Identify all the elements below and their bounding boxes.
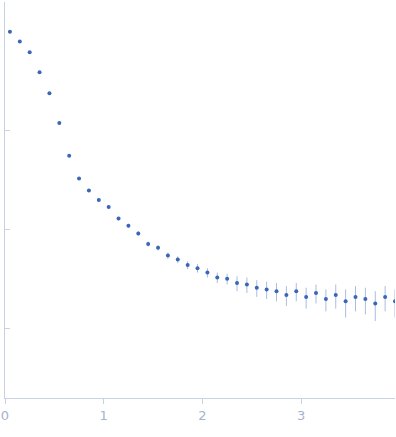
svg-text:3: 3 [297,408,305,423]
svg-text:1: 1 [100,408,108,423]
svg-text:0: 0 [1,408,9,423]
svg-text:2: 2 [198,408,206,423]
